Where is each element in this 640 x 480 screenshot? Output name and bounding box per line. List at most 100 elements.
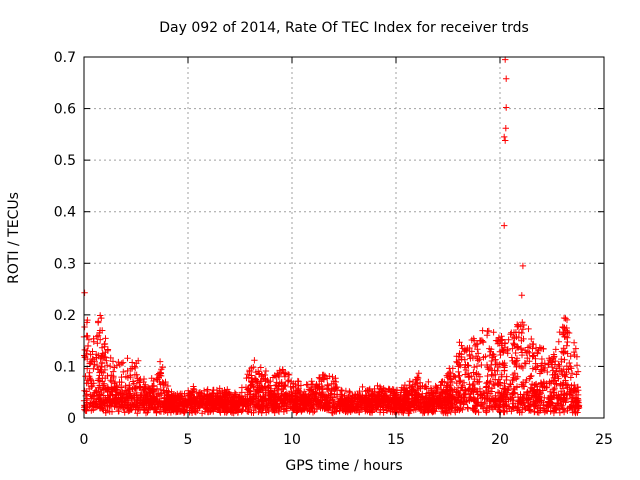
data-points <box>80 56 583 417</box>
data-point <box>371 385 378 393</box>
data-point <box>363 403 371 410</box>
data-point <box>290 383 297 390</box>
data-point <box>357 396 365 403</box>
data-point <box>398 402 406 409</box>
data-point <box>486 345 493 352</box>
data-point <box>484 372 491 380</box>
data-point <box>513 363 520 371</box>
data-point <box>534 409 541 416</box>
data-point <box>121 409 128 416</box>
data-point <box>558 348 566 355</box>
data-point <box>500 347 507 355</box>
data-point <box>557 382 564 389</box>
data-point <box>568 370 576 377</box>
data-point <box>306 408 313 415</box>
data-point <box>310 388 317 395</box>
data-point <box>503 401 510 409</box>
data-point <box>118 360 125 367</box>
data-point <box>95 396 102 403</box>
data-point <box>342 387 350 395</box>
data-point <box>459 384 466 391</box>
data-point <box>413 402 420 409</box>
data-point <box>465 372 473 380</box>
data-point <box>162 404 170 411</box>
data-point <box>393 386 401 394</box>
data-point <box>503 373 510 380</box>
data-point <box>94 332 102 339</box>
data-point <box>503 75 510 82</box>
data-point <box>116 378 123 386</box>
data-point <box>481 400 489 407</box>
data-point <box>458 351 465 358</box>
data-point <box>536 370 544 377</box>
data-point <box>164 391 171 399</box>
data-point <box>544 407 551 415</box>
data-point <box>555 361 562 368</box>
data-point <box>122 395 129 403</box>
data-point <box>501 222 508 229</box>
data-point <box>141 389 148 397</box>
data-point <box>329 404 336 412</box>
data-point <box>551 377 559 385</box>
data-point <box>510 340 517 347</box>
chart-title: Day 092 of 2014, Rate Of TEC Index for r… <box>159 20 529 36</box>
data-point <box>486 396 493 404</box>
data-point <box>354 394 361 402</box>
data-point <box>224 386 231 393</box>
y-tick-label: 0.2 <box>54 308 76 324</box>
data-point <box>402 391 409 399</box>
data-point <box>251 357 258 364</box>
data-point <box>215 401 223 409</box>
data-point <box>512 360 519 368</box>
data-point <box>306 386 313 394</box>
data-point <box>271 372 278 379</box>
data-point <box>184 402 192 409</box>
data-point <box>501 133 508 141</box>
data-point <box>191 386 198 393</box>
data-point <box>355 408 363 416</box>
data-point <box>519 326 527 333</box>
data-point <box>89 382 96 390</box>
data-point <box>90 335 97 342</box>
data-point <box>351 398 358 405</box>
data-point <box>250 398 257 405</box>
data-point <box>554 399 561 407</box>
data-point <box>239 395 247 402</box>
data-point <box>526 342 534 350</box>
data-point <box>574 368 582 375</box>
data-point <box>189 396 196 403</box>
data-point <box>96 401 103 409</box>
data-point <box>295 382 302 390</box>
data-point <box>302 393 309 400</box>
data-point <box>282 394 289 401</box>
data-point <box>536 344 543 351</box>
data-point <box>191 408 199 415</box>
data-point <box>452 374 459 381</box>
data-point <box>560 408 568 416</box>
data-point <box>273 379 280 386</box>
data-point <box>524 396 532 403</box>
data-point <box>460 379 468 386</box>
data-point <box>126 390 133 397</box>
data-point <box>124 355 131 362</box>
data-point <box>453 388 460 395</box>
data-point <box>190 401 197 408</box>
data-point <box>517 391 524 398</box>
data-point <box>120 405 128 413</box>
data-point <box>110 398 117 405</box>
data-point <box>337 404 344 411</box>
data-point <box>509 357 516 365</box>
data-point <box>571 406 578 414</box>
data-point <box>248 364 255 372</box>
data-point <box>518 329 525 337</box>
data-point <box>512 349 519 357</box>
data-point <box>442 408 449 416</box>
data-point <box>514 400 521 407</box>
data-point <box>573 371 580 378</box>
data-point <box>488 371 495 378</box>
data-point <box>567 374 574 381</box>
data-point <box>142 409 150 417</box>
data-point <box>529 365 536 372</box>
data-point <box>538 381 546 389</box>
data-point <box>534 350 541 357</box>
